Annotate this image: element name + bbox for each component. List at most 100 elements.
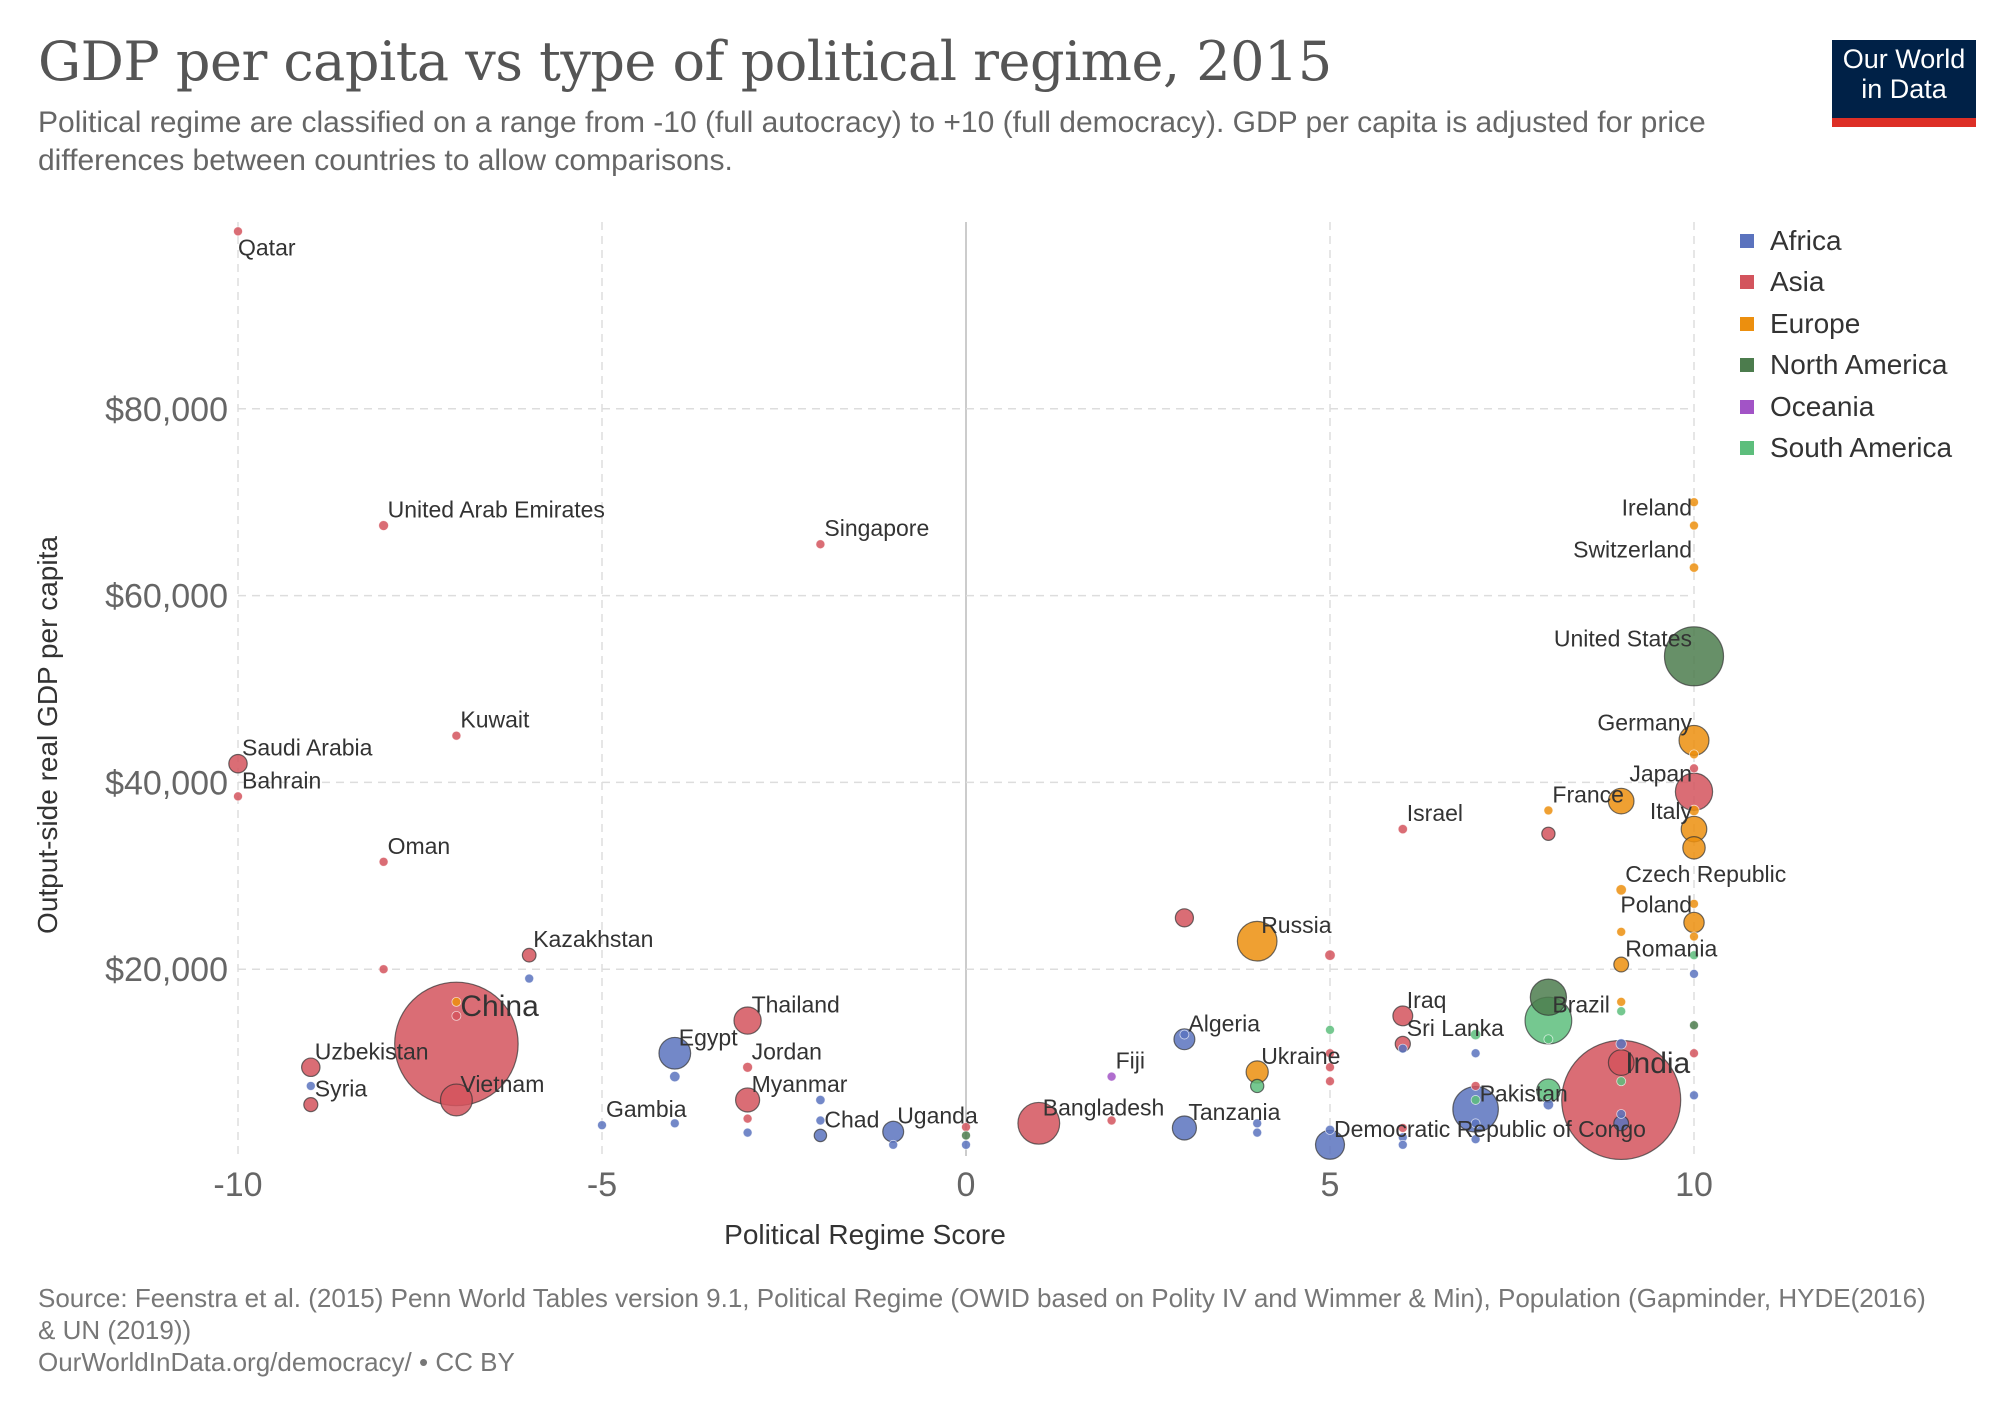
data-point[interactable]: [1470, 1048, 1481, 1059]
data-point[interactable]: [888, 1139, 899, 1150]
legend-item[interactable]: Africa: [1740, 220, 1952, 262]
data-point[interactable]: [1616, 1109, 1627, 1119]
data-point[interactable]: [742, 1113, 753, 1124]
data-point[interactable]: [1469, 1028, 1482, 1041]
data-point[interactable]: [451, 996, 462, 1007]
data-point[interactable]: [233, 791, 243, 802]
data-point[interactable]: [742, 1127, 753, 1138]
data-point[interactable]: [961, 1139, 971, 1150]
data-point[interactable]: [1613, 956, 1630, 973]
data-point[interactable]: [1689, 1020, 1699, 1031]
data-point[interactable]: [1324, 1124, 1336, 1135]
data-point[interactable]: [1689, 749, 1699, 760]
data-point[interactable]: [658, 1036, 692, 1070]
data-point[interactable]: [1689, 763, 1699, 774]
data-point[interactable]: [521, 947, 537, 963]
data-point[interactable]: [815, 1094, 826, 1106]
data-point[interactable]: [815, 539, 826, 550]
data-point[interactable]: [1543, 1034, 1554, 1045]
data-point[interactable]: [1616, 996, 1627, 1007]
data-point[interactable]: [1252, 1118, 1263, 1129]
data-point[interactable]: [815, 1115, 826, 1126]
data-point[interactable]: [1615, 884, 1627, 896]
data-point[interactable]: [378, 964, 389, 975]
legend-item[interactable]: North America: [1740, 345, 1952, 387]
data-point[interactable]: [1689, 1048, 1699, 1059]
data-point[interactable]: [1179, 1029, 1190, 1040]
legend-item[interactable]: Europe: [1740, 303, 1952, 345]
data-point[interactable]: [1236, 920, 1278, 962]
data-point[interactable]: [669, 1118, 680, 1129]
data-point[interactable]: [961, 1130, 971, 1141]
data-point[interactable]: [1689, 898, 1699, 909]
data-point[interactable]: [1397, 1139, 1408, 1150]
data-point[interactable]: [1106, 1115, 1117, 1126]
legend-item[interactable]: South America: [1740, 428, 1952, 470]
data-point[interactable]: [1017, 1101, 1061, 1145]
data-point[interactable]: [1325, 1048, 1335, 1059]
data-point[interactable]: [733, 1006, 762, 1035]
data-point[interactable]: [1529, 978, 1568, 1016]
data-point[interactable]: [1325, 1025, 1335, 1035]
data-point[interactable]: [1689, 520, 1699, 531]
data-point[interactable]: [1616, 926, 1627, 937]
data-point[interactable]: [303, 1097, 319, 1113]
data-point[interactable]: [1689, 497, 1699, 508]
data-point[interactable]: [1542, 1099, 1555, 1111]
data-point[interactable]: [1470, 1095, 1481, 1105]
data-point[interactable]: [1249, 1078, 1265, 1094]
data-point[interactable]: [1325, 1062, 1335, 1073]
data-point[interactable]: [1252, 1127, 1263, 1138]
data-point[interactable]: [1689, 931, 1699, 942]
data-point[interactable]: [1470, 1118, 1481, 1129]
data-point[interactable]: [1688, 804, 1700, 817]
data-point[interactable]: [1615, 1038, 1627, 1050]
data-point[interactable]: [1174, 908, 1195, 928]
data-point[interactable]: [228, 753, 248, 774]
data-point[interactable]: [301, 1057, 321, 1078]
data-point[interactable]: [1689, 968, 1699, 979]
legend-swatch: [1740, 233, 1754, 248]
data-point[interactable]: [1616, 1076, 1627, 1087]
point-label: Russia: [1261, 912, 1332, 938]
data-point[interactable]: [451, 1011, 462, 1021]
data-point[interactable]: [1543, 805, 1554, 816]
source-url[interactable]: OurWorldInData.org/democracy/ • CC BY: [38, 1347, 515, 1377]
data-point[interactable]: [1392, 1005, 1414, 1027]
point-label: Qatar: [238, 234, 296, 260]
data-point[interactable]: [1688, 562, 1700, 573]
data-point[interactable]: [1607, 1049, 1635, 1076]
owid-logo[interactable]: Our World in Data: [1832, 40, 1976, 127]
data-point[interactable]: [1171, 1115, 1198, 1141]
data-point[interactable]: [1397, 824, 1408, 835]
data-point[interactable]: [1106, 1071, 1117, 1082]
data-point[interactable]: [1689, 1090, 1699, 1101]
data-point[interactable]: [1324, 949, 1336, 961]
data-point[interactable]: [1663, 626, 1725, 687]
data-point[interactable]: [378, 856, 389, 867]
point-label: Myanmar: [752, 1071, 848, 1097]
axes: -10 -5 0 5 10 $20,000 $40,000 $60,000 $80,000: [105, 391, 1713, 1204]
legend-item[interactable]: Asia: [1740, 262, 1952, 304]
data-point[interactable]: [1470, 1081, 1481, 1091]
data-point[interactable]: [1470, 1134, 1481, 1145]
data-point[interactable]: [1607, 787, 1635, 815]
data-point[interactable]: [1689, 950, 1699, 961]
data-point[interactable]: [1682, 835, 1706, 860]
data-point[interactable]: [233, 226, 243, 237]
data-point[interactable]: [305, 1081, 316, 1091]
data-point[interactable]: [451, 730, 462, 741]
data-point[interactable]: [1616, 1006, 1627, 1017]
data-point[interactable]: [524, 973, 535, 984]
data-point[interactable]: [439, 1083, 473, 1117]
data-point[interactable]: [742, 1061, 753, 1073]
legend-item[interactable]: Oceania: [1740, 386, 1952, 428]
data-point[interactable]: [734, 1087, 761, 1113]
data-point[interactable]: [378, 520, 389, 531]
data-point[interactable]: [1541, 826, 1556, 841]
data-point[interactable]: [1397, 1043, 1408, 1054]
data-point[interactable]: [669, 1070, 681, 1083]
data-point[interactable]: [813, 1128, 828, 1143]
data-point[interactable]: [1325, 1076, 1335, 1087]
data-point[interactable]: [597, 1120, 607, 1131]
